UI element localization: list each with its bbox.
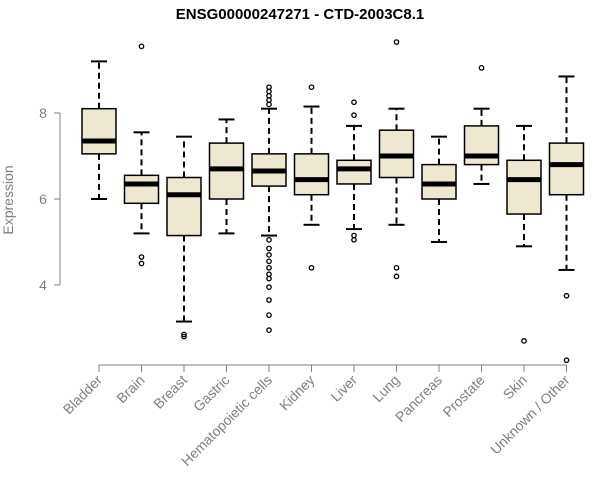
x-tick-label: Pancreas (392, 372, 445, 425)
x-tick-label: Skin (500, 372, 531, 403)
box (463, 125, 500, 166)
outlier-point (138, 260, 145, 267)
y-tick-label: 4 (39, 277, 47, 293)
outlier-point (393, 273, 400, 280)
chart-title: ENSG00000247271 - CTD-2003C8.1 (175, 6, 425, 23)
outlier-point (266, 284, 272, 290)
box (166, 176, 202, 237)
outlier-point (351, 232, 357, 239)
outlier-point (563, 292, 570, 299)
box (506, 159, 542, 215)
outlier-point (563, 357, 570, 364)
x-tick-label: Brain (113, 372, 147, 406)
box (81, 107, 117, 155)
outlier-point (393, 264, 400, 271)
outlier-point (521, 338, 527, 344)
x-tick-label: Liver (327, 372, 360, 405)
outlier-point (266, 84, 272, 91)
outlier-point (393, 39, 400, 45)
outlier-point (138, 254, 145, 260)
outlier-point (266, 258, 272, 265)
box (336, 159, 372, 185)
outlier-point (308, 84, 315, 91)
x-tick-label: Breast (150, 372, 190, 412)
y-tick-label: 6 (39, 191, 47, 207)
x-tick-label: Bladder (60, 372, 106, 418)
box (293, 153, 330, 196)
box (123, 174, 160, 205)
outlier-point (266, 271, 272, 278)
outlier-point (266, 237, 272, 243)
outlier-point (266, 327, 272, 333)
y-tick-label: 8 (39, 105, 47, 121)
outlier-point (181, 331, 187, 338)
outlier-point (266, 312, 272, 318)
y-axis-title: Expression (0, 165, 16, 234)
outlier-point (266, 264, 272, 271)
outlier-point (138, 43, 145, 50)
outlier-point (478, 65, 485, 71)
outlier-point (266, 252, 272, 258)
outlier-point (266, 297, 272, 303)
x-tick-label: Kidney (276, 372, 318, 414)
outlier-point (181, 333, 187, 340)
box (548, 142, 585, 196)
x-tick-label: Prostate (439, 372, 487, 420)
outlier-point (266, 245, 272, 252)
outlier-point (308, 264, 315, 271)
x-tick-label: Unknown / Other (487, 372, 573, 458)
outlier-point (351, 99, 357, 106)
outlier-point (351, 112, 357, 119)
x-tick-label: Lung (369, 372, 402, 405)
